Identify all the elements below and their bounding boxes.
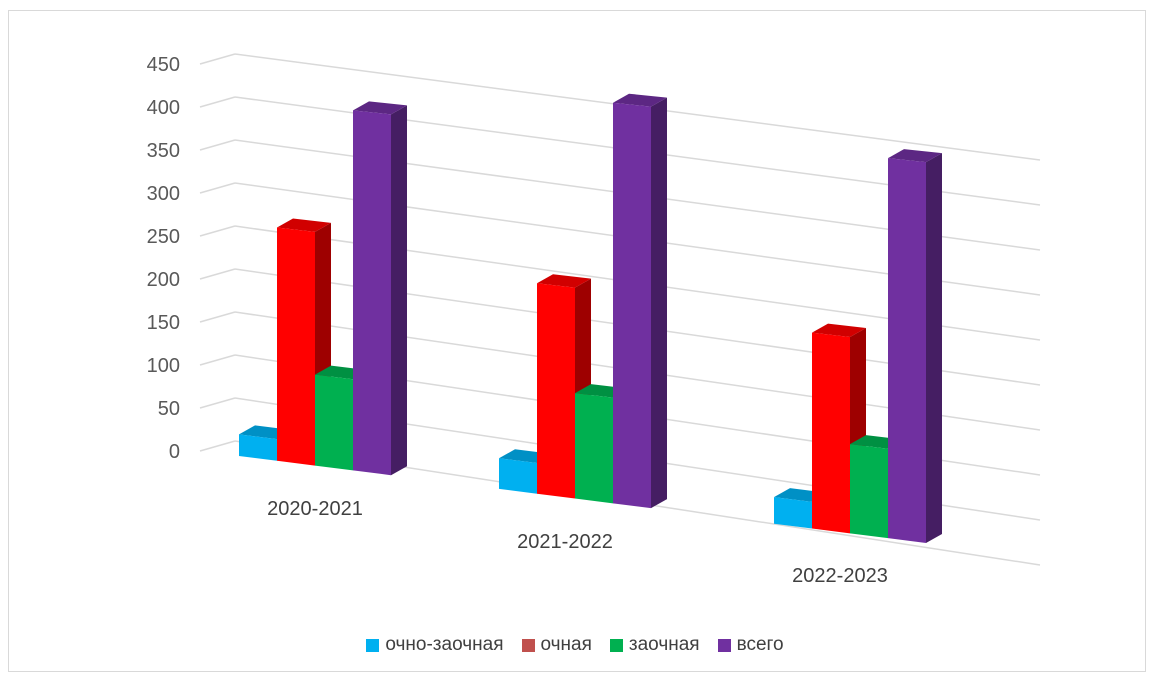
legend: очно-заочная очная заочная всего bbox=[0, 634, 1150, 656]
bar-заочная-2021-2022 bbox=[575, 393, 613, 504]
legend-item-vsego: всего bbox=[717, 634, 784, 656]
bar-top-всего bbox=[613, 93, 667, 107]
bar-всего-2020-2021 bbox=[353, 110, 391, 476]
bar-top-всего bbox=[888, 149, 942, 163]
y-tick-label: 150 bbox=[147, 312, 180, 334]
bar-top-очная bbox=[537, 274, 591, 288]
gridline-connector bbox=[199, 96, 236, 108]
bar-top-очная bbox=[277, 218, 331, 232]
gridline-connector bbox=[199, 225, 236, 237]
gridline-connector bbox=[199, 311, 236, 323]
legend-label: очная bbox=[540, 634, 592, 655]
y-tick-label: 0 bbox=[169, 441, 180, 463]
y-tick-label: 300 bbox=[147, 183, 180, 205]
gridline-connector bbox=[199, 268, 236, 280]
x-axis-categories: 2020-2021 2021-2022 2022-2023 bbox=[267, 498, 888, 587]
gridline-connector bbox=[199, 397, 236, 409]
x-category-label: 2020-2021 bbox=[267, 498, 363, 520]
y-tick-label: 50 bbox=[158, 398, 180, 420]
bar-side-всего bbox=[651, 97, 667, 509]
y-tick-label: 100 bbox=[147, 355, 180, 377]
bar-очная-2020-2021 bbox=[277, 227, 315, 466]
y-tick-label: 400 bbox=[147, 97, 180, 119]
legend-label: заочная bbox=[628, 634, 700, 655]
bar-очно-заочная-2022-2023 bbox=[774, 497, 812, 529]
y-tick-label: 350 bbox=[147, 140, 180, 162]
legend-item-zaochnaya: заочная bbox=[609, 634, 700, 656]
y-tick-label: 450 bbox=[147, 54, 180, 76]
legend-label: очно-заочная bbox=[385, 634, 504, 655]
bar-всего-2022-2023 bbox=[888, 158, 926, 543]
bar-заочная-2020-2021 bbox=[315, 374, 353, 471]
gridline-connector bbox=[199, 354, 236, 366]
legend-item-ochno-zaochnaya: очно-заочная bbox=[366, 634, 504, 656]
legend-item-ochnaya: очная bbox=[521, 634, 592, 656]
bar-side-всего bbox=[926, 153, 942, 543]
y-tick-label: 250 bbox=[147, 226, 180, 248]
y-tick-label: 200 bbox=[147, 269, 180, 291]
bar-очно-заочная-2021-2022 bbox=[499, 458, 537, 494]
bar-side-всего bbox=[391, 105, 407, 476]
bar-очно-заочная-2020-2021 bbox=[239, 434, 277, 461]
legend-swatch bbox=[521, 638, 535, 652]
gridline-connector bbox=[199, 53, 236, 65]
bar-всего-2021-2022 bbox=[613, 102, 651, 509]
legend-swatch bbox=[366, 638, 380, 652]
bar-очная-2022-2023 bbox=[812, 332, 850, 534]
bars bbox=[239, 93, 942, 543]
legend-swatch bbox=[717, 638, 731, 652]
gridline-connector bbox=[199, 182, 236, 194]
x-category-label: 2021-2022 bbox=[517, 531, 613, 553]
bar-очная-2021-2022 bbox=[537, 283, 575, 499]
bar-заочная-2022-2023 bbox=[850, 444, 888, 539]
gridline-connector bbox=[199, 139, 236, 151]
gridline-connector bbox=[199, 440, 236, 452]
y-axis-ticks: 0 50 100 150 200 250 300 350 400 450 bbox=[147, 54, 180, 463]
bar-top-всего bbox=[353, 101, 407, 115]
x-category-label: 2022-2023 bbox=[792, 565, 888, 587]
bar-top-очная bbox=[812, 323, 866, 338]
legend-label: всего bbox=[736, 634, 784, 655]
legend-swatch bbox=[609, 638, 623, 652]
